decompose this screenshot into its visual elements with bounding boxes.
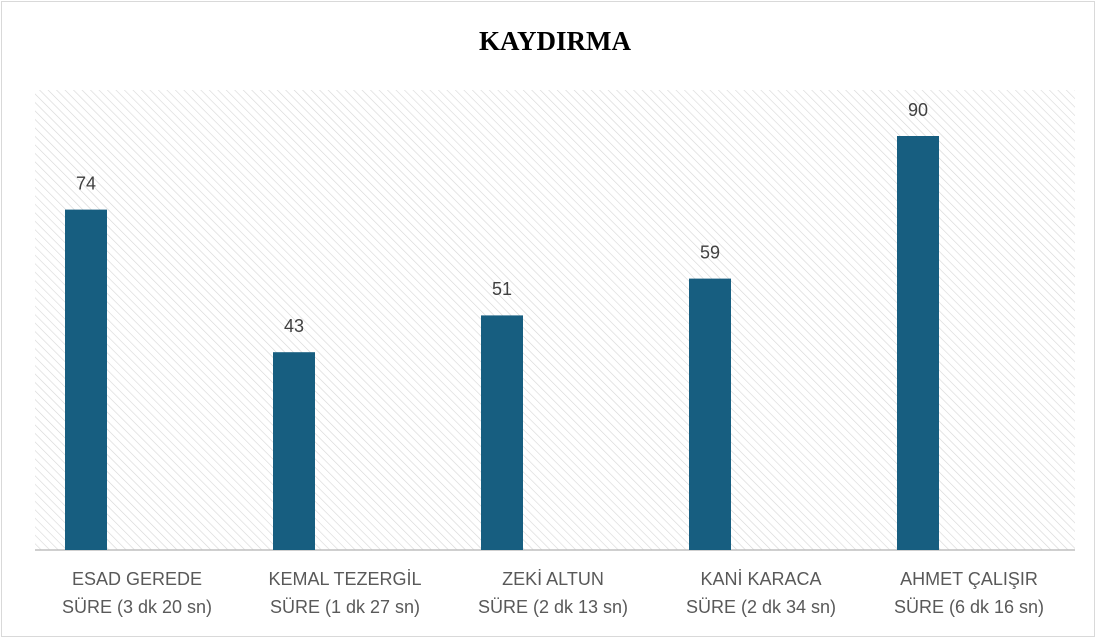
x-tick-label: AHMET ÇALIŞIR [900,569,1038,589]
x-tick-label: SÜRE (2 dk 34 sn) [686,597,836,617]
bar [897,136,939,550]
data-label: 51 [492,279,512,299]
data-label: 74 [76,173,96,193]
x-tick-label: SÜRE (1 dk 27 sn) [270,597,420,617]
x-tick-label: ZEKİ ALTUN [502,569,604,589]
x-tick-label: KEMAL TEZERGİL [268,569,421,589]
x-tick-label: SÜRE (3 dk 20 sn) [62,597,212,617]
bar [689,278,731,550]
x-tick-label: SÜRE (2 dk 13 sn) [478,597,628,617]
data-label: 43 [284,316,304,336]
chart-title: KAYDIRMA [479,26,632,56]
data-label: 59 [700,242,720,262]
bar [65,209,107,550]
bar [273,352,315,550]
x-tick-label: KANİ KARACA [700,569,821,589]
data-label: 90 [908,100,928,120]
x-tick-label: ESAD GEREDE [72,569,202,589]
bar [481,315,523,550]
x-tick-label: SÜRE (6 dk 16 sn) [894,597,1044,617]
